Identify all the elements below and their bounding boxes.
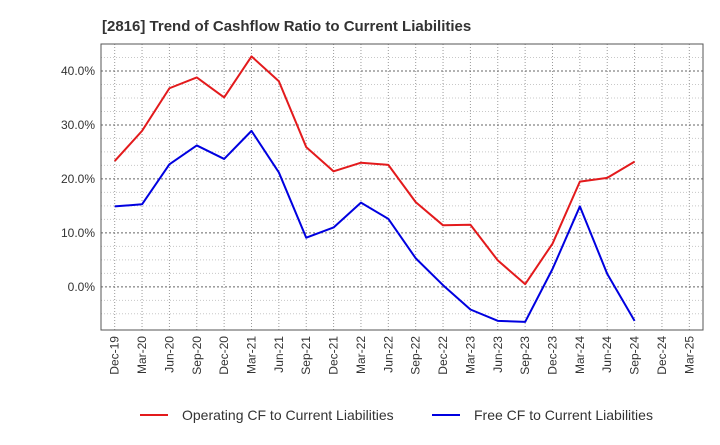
- x-tick-label: Dec-23: [546, 336, 560, 375]
- y-tick-label: 40.0%: [61, 64, 95, 78]
- series-line-1: [113, 55, 636, 286]
- x-tick-label: Mar-20: [135, 336, 149, 374]
- legend-label-2: Free CF to Current Liabilities: [474, 407, 653, 423]
- y-tick-label: 0.0%: [68, 280, 96, 294]
- series-line-2: [114, 129, 636, 323]
- x-tick-label: Mar-21: [245, 336, 259, 374]
- series-layer: [113, 55, 636, 323]
- x-tick-label: Dec-21: [327, 336, 341, 375]
- x-tick-label: Dec-22: [436, 336, 450, 375]
- plot-area: [101, 44, 703, 330]
- x-tick-label: Mar-23: [463, 336, 477, 374]
- x-tick-label: Dec-19: [108, 336, 122, 375]
- x-tick-label: Mar-25: [682, 336, 696, 374]
- grid-layer: [101, 43, 703, 330]
- x-tick-label: Sep-22: [409, 336, 423, 375]
- y-tick-label: 10.0%: [61, 226, 95, 240]
- x-tick-label: Jun-23: [491, 336, 505, 373]
- x-tick-label: Sep-23: [518, 336, 532, 375]
- legend-label-1: Operating CF to Current Liabilities: [182, 407, 394, 423]
- x-tick-label: Dec-24: [655, 336, 669, 375]
- x-tick-label: Sep-24: [628, 336, 642, 375]
- x-tick-label: Jun-21: [272, 336, 286, 373]
- x-tick-label: Dec-20: [217, 336, 231, 375]
- y-tick-label: 20.0%: [61, 172, 95, 186]
- x-tick-label: Sep-21: [299, 336, 313, 375]
- axis-layer: 0.0% 10.0% 20.0% 30.0% 40.0% Dec-19 Mar-20 Jun-…: [61, 43, 704, 375]
- x-tick-label: Jun-22: [381, 336, 395, 373]
- chart-title: [2816] Trend of Cashflow Ratio to Curren…: [102, 18, 471, 35]
- legend: Operating CF to Current Liabilities Free …: [140, 407, 653, 423]
- y-tick-label: 30.0%: [61, 118, 95, 132]
- plot-border: [100, 43, 704, 331]
- x-tick-label: Sep-20: [190, 336, 204, 375]
- x-tick-label: Jun-20: [162, 336, 176, 373]
- x-tick-label: Jun-24: [600, 336, 614, 373]
- x-tick-label: Mar-22: [354, 336, 368, 374]
- x-tick-label: Mar-24: [573, 336, 587, 374]
